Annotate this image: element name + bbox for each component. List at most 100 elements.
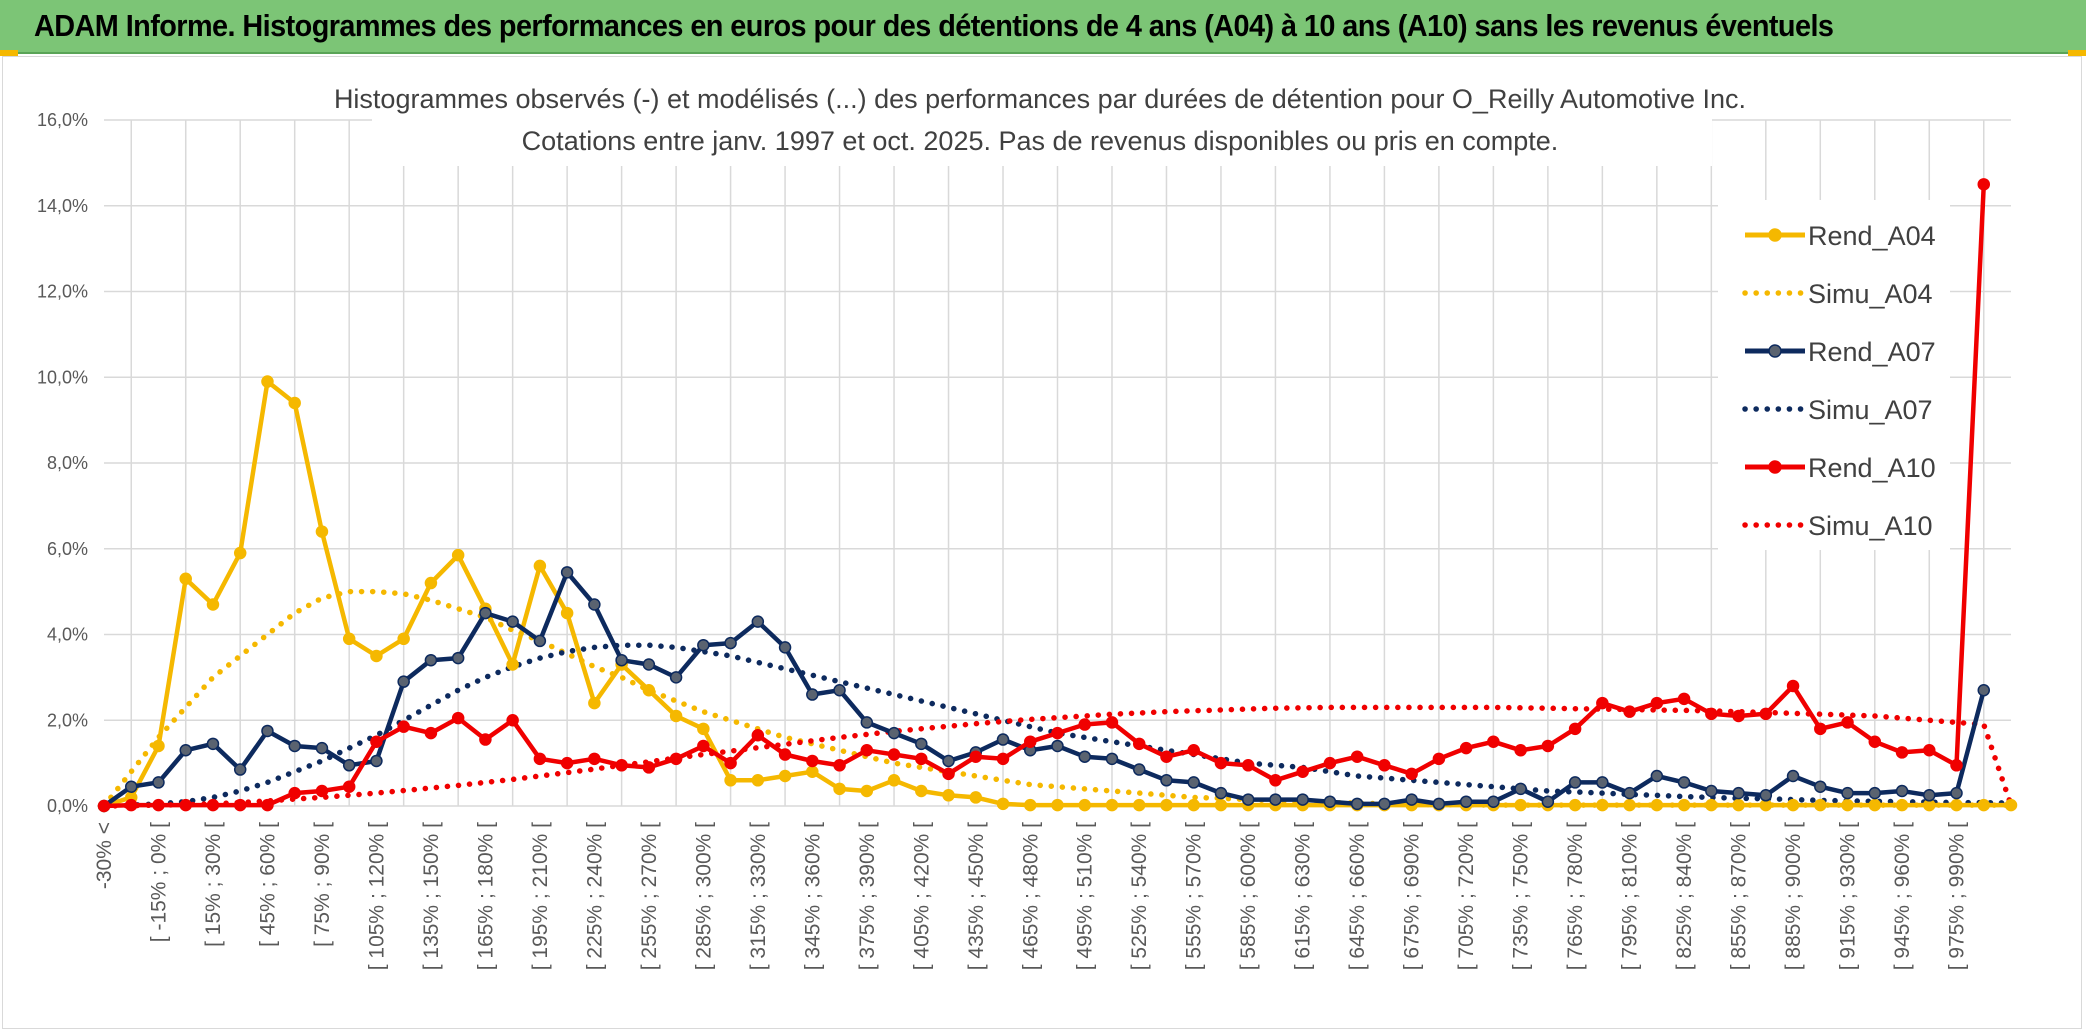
data-point-rend-a07	[996, 733, 1010, 746]
data-point-rend-a04	[1814, 798, 1827, 812]
data-point-rend-a10	[697, 739, 710, 753]
x-tick-label: [ 345% ; 360% [	[801, 822, 824, 970]
data-point-rend-a04	[915, 784, 928, 798]
data-point-rend-a04	[806, 765, 819, 778]
data-point-rend-a10	[1650, 696, 1664, 710]
data-point-rend-a10	[996, 752, 1010, 766]
x-tick-label: [ 105% ; 120% [	[365, 822, 388, 970]
data-point-rend-a10	[778, 748, 792, 761]
data-point-rend-a10	[506, 714, 519, 727]
data-point-rend-a07	[1514, 782, 1527, 796]
data-point-rend-a07	[1105, 752, 1119, 766]
data-point-rend-a10	[1459, 741, 1473, 755]
data-point-rend-a04	[1024, 798, 1037, 812]
data-point-rend-a10	[1105, 716, 1119, 729]
y-tick-label: 12,0%	[37, 282, 88, 302]
x-tick-label: [ 15% ; 30% [	[202, 822, 225, 947]
chart-frame	[2, 56, 2082, 1029]
data-point-rend-a07	[1841, 786, 1854, 800]
chart-subtitle: Cotations entre janv. 1997 et oct. 2025.…	[522, 126, 1559, 156]
data-point-rend-a07	[1623, 786, 1636, 800]
x-tick-label: [ 735% ; 750% [	[1510, 822, 1533, 970]
data-point-rend-a07	[1814, 780, 1827, 793]
data-point-rend-a07	[1868, 786, 1882, 800]
data-point-rend-a04	[1078, 798, 1091, 812]
x-tick-label: [ 975% ; 990% [	[1946, 822, 1969, 970]
x-tick-label: [ 255% ; 270% [	[638, 822, 661, 970]
data-point-rend-a10	[1187, 744, 1200, 757]
data-point-rend-a04	[233, 546, 247, 560]
data-point-rend-a07	[1296, 793, 1309, 806]
data-point-rend-a07	[424, 653, 438, 667]
data-point-rend-a10	[1378, 759, 1391, 772]
data-point-rend-a07	[697, 638, 710, 652]
data-point-rend-a07	[778, 641, 792, 654]
data-point-rend-a04	[1596, 798, 1609, 812]
legend-label-rend-a10: Rend_A10	[1808, 453, 1936, 483]
data-point-rend-a04	[1950, 798, 1963, 812]
data-point-rend-a10	[288, 786, 301, 800]
data-point-rend-a04	[370, 649, 383, 663]
data-point-rend-a04	[315, 525, 329, 538]
data-point-rend-a07	[1323, 795, 1337, 808]
data-point-rend-a07	[1732, 786, 1745, 800]
data-point-rend-a10	[1160, 750, 1173, 763]
data-point-rend-a07	[179, 744, 192, 757]
data-point-rend-a10	[1596, 696, 1609, 710]
series-line-rend-a10	[101, 182, 1987, 809]
data-point-rend-a07	[288, 739, 301, 753]
data-point-rend-a04	[1732, 798, 1745, 812]
data-point-rend-a07	[1705, 784, 1718, 798]
data-point-rend-a10	[1705, 707, 1718, 721]
data-point-rend-a10	[1568, 722, 1582, 736]
legend-label-rend-a07: Rend_A07	[1808, 337, 1936, 367]
data-point-rend-a10	[1732, 709, 1745, 723]
data-point-rend-a10	[315, 784, 329, 798]
data-point-rend-a04	[1051, 798, 1064, 812]
data-point-rend-a10	[342, 780, 356, 793]
data-point-rend-a04	[1214, 798, 1228, 812]
data-point-rend-a07	[887, 726, 901, 740]
data-point-rend-a04	[261, 375, 274, 388]
data-point-rend-a07	[261, 724, 274, 738]
data-point-rend-a04	[887, 774, 901, 787]
y-tick-label: 0,0%	[47, 796, 88, 816]
legend-background	[1718, 200, 1950, 550]
data-point-rend-a04	[860, 784, 874, 798]
data-point-rend-a04	[152, 739, 165, 753]
data-point-rend-a07	[1241, 793, 1255, 806]
data-point-rend-a07	[1568, 776, 1582, 789]
data-point-rend-a07	[124, 780, 138, 793]
x-tick-label: [ 915% ; 930% [	[1837, 822, 1860, 970]
data-point-rend-a07	[533, 634, 547, 648]
data-point-rend-a10	[942, 767, 955, 781]
data-point-rend-a07	[1160, 774, 1173, 787]
data-point-rend-a07	[451, 651, 465, 665]
data-point-rend-a07	[1977, 683, 1991, 697]
x-tick-label: [ 825% ; 840% [	[1673, 822, 1696, 970]
data-point-rend-a10	[179, 798, 192, 812]
data-point-rend-a07	[1487, 795, 1500, 808]
data-point-rend-a07	[806, 688, 819, 701]
data-point-rend-a10	[1868, 735, 1882, 748]
legend-label-simu-a04: Simu_A04	[1808, 279, 1933, 309]
chart-series	[97, 178, 2018, 813]
data-point-rend-a04	[397, 632, 410, 646]
data-point-rend-a10	[887, 748, 901, 761]
data-point-rend-a10	[1514, 744, 1527, 757]
data-point-rend-a04	[1977, 798, 1991, 812]
legend-marker-rend-a07	[1768, 344, 1782, 358]
data-point-rend-a10	[97, 799, 111, 813]
data-point-rend-a10	[451, 711, 465, 725]
data-point-rend-a04	[451, 548, 465, 562]
x-tick-label: [ 315% ; 330% [	[747, 822, 770, 970]
data-point-rend-a10	[915, 752, 928, 766]
data-point-rend-a04	[588, 696, 601, 710]
data-point-rend-a10	[833, 759, 846, 772]
data-point-rend-a04	[1786, 798, 1800, 812]
data-point-rend-a10	[1895, 746, 1909, 759]
right-corner-accent	[2068, 50, 2086, 56]
data-point-rend-a10	[615, 759, 628, 772]
data-point-rend-a10	[806, 754, 819, 768]
